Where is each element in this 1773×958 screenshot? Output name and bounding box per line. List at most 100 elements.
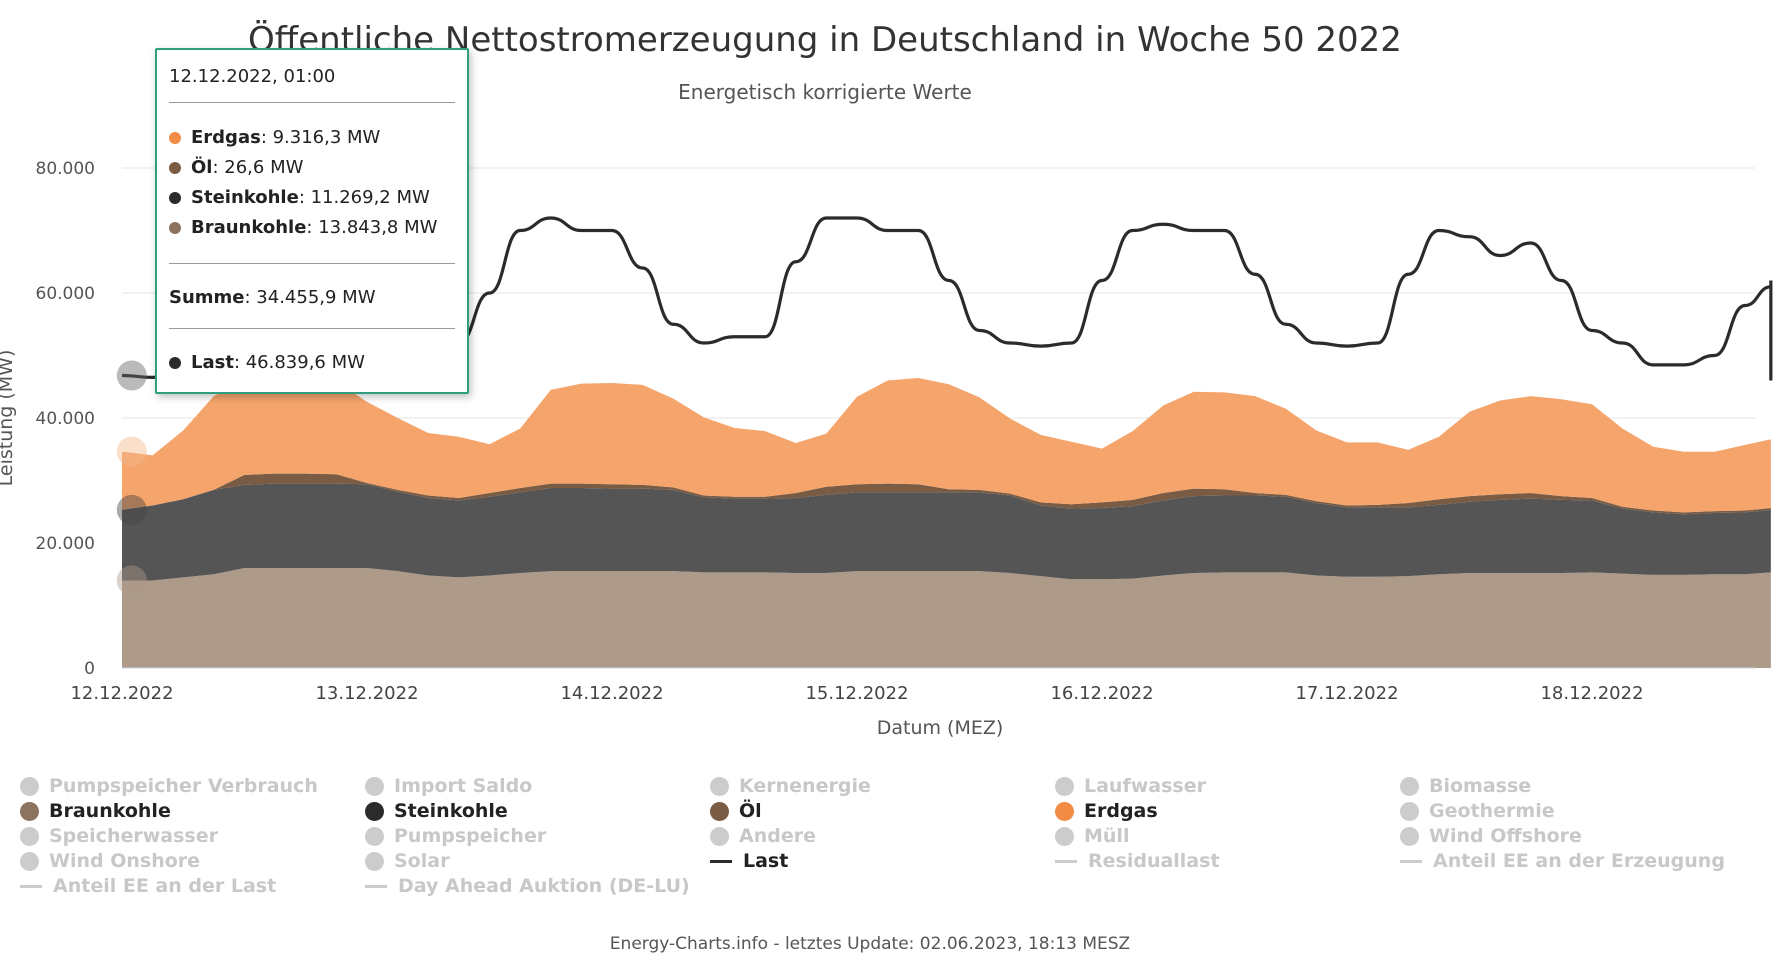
tooltip-header: 12.12.2022, 01:00 [169,66,336,87]
dot-marker-icon [365,851,384,871]
legend-item-geothermie[interactable]: Geothermie [1400,800,1745,822]
last-dot-icon [169,356,181,369]
footer-credit: Energy-Charts.info - letztes Update: 02.… [609,934,1131,954]
legend-item-wind-onshore[interactable]: Wind Onshore [20,850,365,872]
legend-item-öl[interactable]: Öl [710,800,1055,822]
legend-item-residuallast[interactable]: Residuallast [1055,850,1400,872]
legend-item-anteil-ee-an-der-erzeugung[interactable]: Anteil EE an der Erzeugung [1400,850,1745,872]
tooltip-row-braunkohle: Braunkohle : 13.843,8 MW [169,217,437,238]
legend-item-biomasse[interactable]: Biomasse [1400,775,1745,797]
legend-item-solar[interactable]: Solar [365,850,710,872]
hover-marker [116,436,147,467]
dot-marker-icon [1400,826,1419,846]
legend-label: Geothermie [1429,800,1555,822]
area-steinkohle [122,483,1771,595]
braunkohle-dot-icon [169,221,181,234]
area-l [122,473,1771,558]
dot-marker-icon [1055,776,1074,796]
hover-marker [116,360,147,391]
legend-label: Andere [739,825,816,847]
tooltip-row-oel: Öl : 26,6 MW [169,157,303,178]
line-marker-icon [1400,859,1422,863]
tooltip-divider [169,263,455,264]
legend-item-last[interactable]: Last [710,850,1055,872]
line-marker-icon [20,884,42,888]
legend-label: Solar [394,850,450,872]
line-marker-icon [710,859,732,863]
legend-label: Pumpspeicher [394,825,547,847]
y-axis-title: Leistung (MW) [0,350,17,487]
legend-label: Last [743,850,789,872]
legend-item-import-saldo[interactable]: Import Saldo [365,775,710,797]
dot-marker-icon [1055,801,1074,821]
x-tick-label: 15.12.2022 [805,683,908,704]
y-tick-label: 80.000 [36,159,95,179]
legend-item-steinkohle[interactable]: Steinkohle [365,800,710,822]
legend-label: Anteil EE an der Erzeugung [1433,850,1725,872]
legend-label: Braunkohle [49,800,171,822]
legend-label: Pumpspeicher Verbrauch [49,775,318,797]
y-tick-label: 20.000 [36,534,95,554]
legend-item-wind-offshore[interactable]: Wind Offshore [1400,825,1745,847]
legend-label: Öl [739,800,762,822]
tooltip-row-erdgas: Erdgas : 9.316,3 MW [169,127,380,148]
legend-item-erdgas[interactable]: Erdgas [1055,800,1400,822]
tooltip-row-steinkohle: Steinkohle : 11.269,2 MW [169,187,430,208]
y-tick-label: 0 [84,659,95,679]
x-tick-label: 17.12.2022 [1295,683,1398,704]
legend-label: Residuallast [1088,850,1220,872]
legend-label: Import Saldo [394,775,533,797]
legend-item-pumpspeicher-verbrauch[interactable]: Pumpspeicher Verbrauch [20,775,365,797]
dot-marker-icon [365,776,384,796]
x-tick-label: 18.12.2022 [1540,683,1643,704]
dot-marker-icon [20,851,39,871]
dot-marker-icon [1055,826,1074,846]
line-marker-icon [365,884,387,888]
area-erdgas [122,378,1771,557]
dot-marker-icon [20,776,39,796]
hover-marker [116,494,147,525]
legend-label: Wind Onshore [49,850,201,872]
legend-label: Speicherwasser [49,825,218,847]
tooltip-row-last: Last : 46.839,6 MW [169,352,365,373]
legend-label: Kernenergie [739,775,871,797]
y-tick-label: 60.000 [36,284,95,304]
legend-label: Day Ahead Auktion (DE-LU) [398,875,690,897]
legend: Pumpspeicher Verbrauch Import Saldo Kernen… [20,775,1760,897]
area-braunkohle [122,568,1771,668]
dot-marker-icon [20,826,39,846]
legend-item-kernenergie[interactable]: Kernenergie [710,775,1055,797]
x-tick-label: 14.12.2022 [560,683,663,704]
hover-marker [116,565,147,596]
data-tooltip: 12.12.2022, 01:00 Erdgas : 9.316,3 MW Öl… [155,48,469,394]
dot-marker-icon [1400,801,1419,821]
legend-item-anteil-ee-an-der-last[interactable]: Anteil EE an der Last [20,875,365,897]
legend-item-andere[interactable]: Andere [710,825,1055,847]
tooltip-sum: Summe: 34.455,9 MW [169,287,376,308]
legend-item-day-ahead-auktion-de-lu-[interactable]: Day Ahead Auktion (DE-LU) [365,875,710,897]
chart-subtitle: Energetisch korrigierte Werte [678,80,972,104]
legend-label: Laufwasser [1084,775,1206,797]
tooltip-divider [169,102,455,103]
steinkohle-dot-icon [169,191,181,204]
dot-marker-icon [20,801,39,821]
legend-item-pumpspeicher[interactable]: Pumpspeicher [365,825,710,847]
x-tick-label: 16.12.2022 [1050,683,1153,704]
legend-item-müll[interactable]: Müll [1055,825,1400,847]
erdgas-dot-icon [169,131,181,144]
dot-marker-icon [710,801,729,821]
legend-item-braunkohle[interactable]: Braunkohle [20,800,365,822]
y-tick-label: 40.000 [36,409,95,429]
x-axis-title: Datum (MEZ) [877,717,1004,739]
x-tick-label: 12.12.2022 [70,683,173,704]
dot-marker-icon [1400,776,1419,796]
legend-label: Steinkohle [394,800,508,822]
dot-marker-icon [365,826,384,846]
legend-item-laufwasser[interactable]: Laufwasser [1055,775,1400,797]
dot-marker-icon [365,801,384,821]
tooltip-divider [169,328,455,329]
legend-item-speicherwasser[interactable]: Speicherwasser [20,825,365,847]
dot-marker-icon [710,826,729,846]
legend-label: Müll [1084,825,1130,847]
line-marker-icon [1055,859,1077,863]
